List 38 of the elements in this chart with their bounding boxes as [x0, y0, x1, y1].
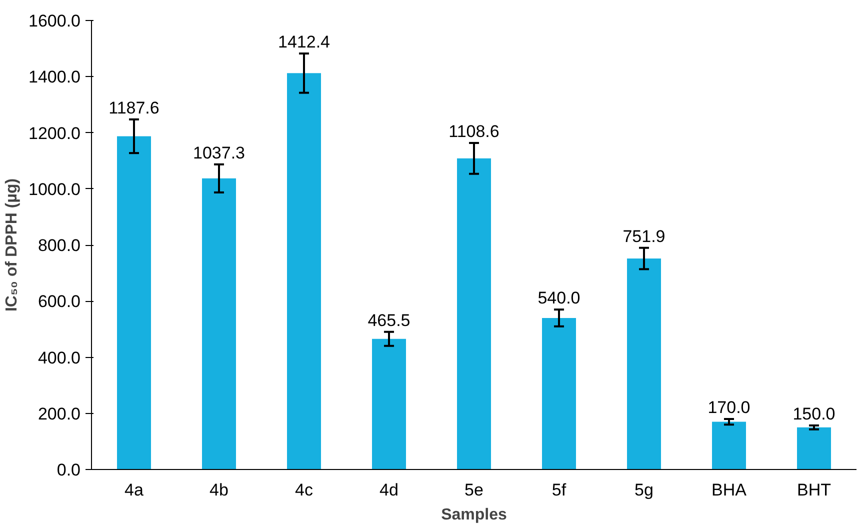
x-tick-label: 5f: [552, 480, 566, 500]
y-tick-label: 1200.0: [28, 124, 81, 143]
bar: [117, 136, 151, 470]
x-tick-label: 4b: [210, 480, 228, 500]
bar: [372, 338, 406, 470]
y-tick-label: 400.0: [38, 348, 81, 368]
y-tick-label: 1600.0: [28, 12, 81, 30]
data-label: 1187.6: [108, 98, 160, 118]
y-tick-label: 800.0: [38, 236, 81, 255]
y-tick-label: 0.0: [56, 460, 81, 480]
data-label: 1037.3: [193, 143, 245, 162]
bar: [287, 73, 321, 470]
bar: [542, 318, 576, 470]
y-tick-label: 1000.0: [28, 180, 81, 199]
data-label: 150.0: [792, 404, 836, 424]
x-tick-label: BHT: [797, 480, 831, 500]
y-tick-label: 1400.0: [28, 68, 81, 87]
y-axis-title: IC₅₀ of DPPH (µg): [4, 178, 21, 312]
data-label: 1108.6: [448, 122, 500, 141]
data-label: 540.0: [538, 288, 580, 308]
bar: [627, 258, 661, 470]
x-tick-label: BHA: [712, 480, 748, 500]
y-tick-label: 200.0: [38, 404, 81, 424]
x-tick-label: 5g: [634, 480, 654, 500]
x-tick-label: 4c: [295, 480, 314, 500]
data-label: 751.9: [622, 226, 666, 246]
x-axis-title: Samples: [441, 506, 508, 524]
bar: [457, 158, 491, 470]
data-label: 1412.4: [278, 32, 330, 52]
bar: [797, 427, 831, 470]
x-tick-label: 4d: [380, 480, 398, 500]
data-label: 465.5: [368, 310, 410, 330]
bar: [202, 178, 236, 470]
x-tick-label: 5e: [464, 480, 484, 500]
y-tick-label: 600.0: [38, 292, 81, 312]
data-label: 170.0: [708, 398, 750, 417]
x-tick-label: 4a: [124, 480, 144, 500]
bar: [712, 422, 746, 470]
